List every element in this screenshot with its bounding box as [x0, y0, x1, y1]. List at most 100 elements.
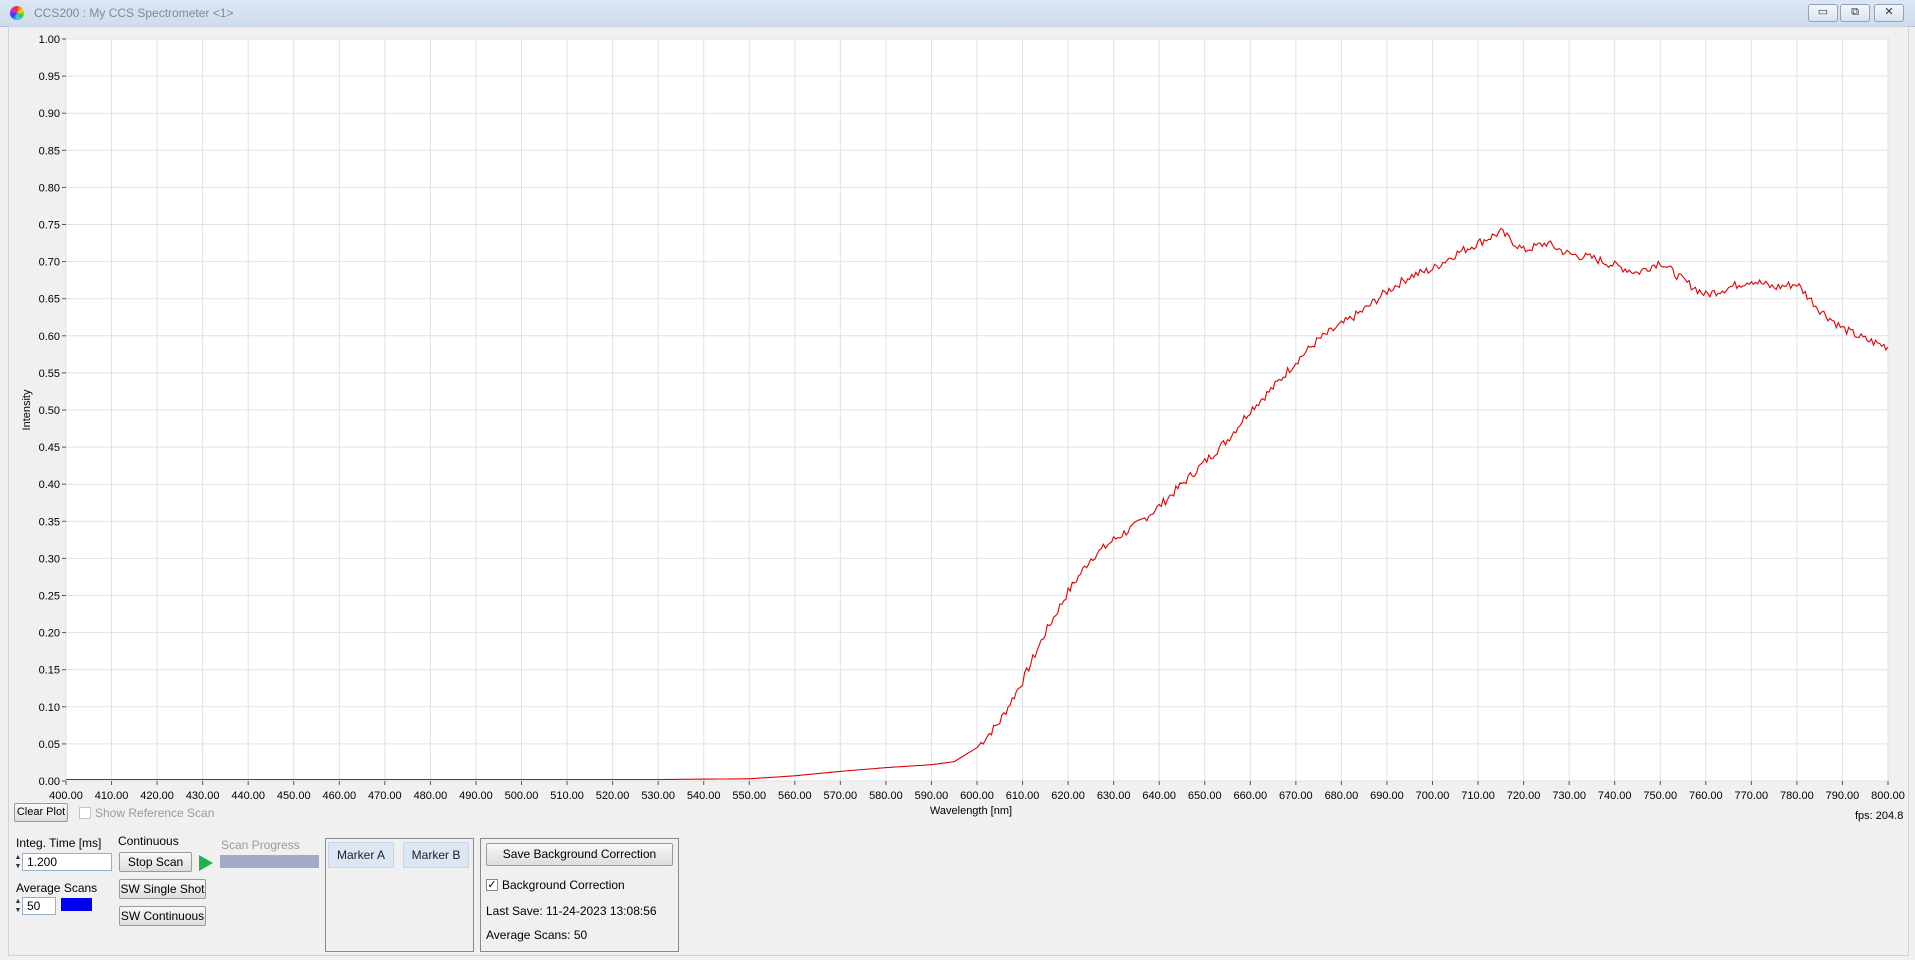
marker-a-button[interactable]: Marker A [328, 842, 394, 868]
y-tick-label: 0.45 [39, 442, 60, 454]
title-bar: CCS200 : My CCS Spectrometer <1> ▭ ⧉ ✕ [0, 0, 1915, 27]
x-tick-label: 510.00 [550, 790, 584, 802]
x-tick-label: 750.00 [1643, 790, 1677, 802]
y-axis-label: Intensity [21, 389, 33, 430]
app-color-wheel-icon [10, 6, 24, 20]
x-tick-label: 690.00 [1370, 790, 1404, 802]
y-tick-label: 0.30 [39, 553, 60, 565]
sw-single-shot-button[interactable]: SW Single Shot [119, 879, 206, 899]
x-tick-label: 650.00 [1188, 790, 1222, 802]
x-tick-label: 770.00 [1735, 790, 1769, 802]
x-tick-label: 660.00 [1233, 790, 1267, 802]
y-tick-label: 0.80 [39, 182, 60, 194]
x-tick-label: 570.00 [824, 790, 858, 802]
window-title: CCS200 : My CCS Spectrometer <1> [34, 6, 234, 20]
x-tick-label: 710.00 [1461, 790, 1495, 802]
x-tick-label: 450.00 [277, 790, 311, 802]
y-tick-label: 0.40 [39, 479, 60, 491]
save-background-correction-button[interactable]: Save Background Correction [486, 843, 673, 866]
y-tick-label: 0.70 [39, 257, 60, 269]
x-tick-label: 540.00 [687, 790, 721, 802]
x-axis-ticks: 400.00 410.00 420.00 430.00 440.00 450.00 460.… [49, 781, 1905, 802]
x-tick-label: 400.00 [49, 790, 83, 802]
x-tick-label: 530.00 [641, 790, 675, 802]
y-tick-label: 1.00 [39, 34, 60, 46]
y-tick-label: 0.55 [39, 368, 60, 380]
x-tick-label: 700.00 [1416, 790, 1450, 802]
x-tick-label: 640.00 [1142, 790, 1176, 802]
x-tick-label: 440.00 [231, 790, 265, 802]
background-correction-panel [480, 838, 679, 952]
y-axis-ticks: 0.00 0.05 0.10 0.15 0.20 0.25 0.30 0.35 0.40 0.45… [39, 34, 66, 788]
x-tick-label: 760.00 [1689, 790, 1723, 802]
x-tick-label: 410.00 [95, 790, 129, 802]
x-tick-label: 500.00 [505, 790, 539, 802]
fps-readout: fps: 204.8 [1855, 810, 1904, 822]
x-tick-label: 560.00 [778, 790, 812, 802]
background-correction-checkbox[interactable]: ✓ [486, 879, 498, 891]
x-tick-label: 730.00 [1552, 790, 1586, 802]
y-tick-label: 0.05 [39, 739, 60, 751]
chart-grid [65, 38, 1889, 782]
continuous-label: Continuous [118, 834, 179, 848]
y-tick-label: 0.65 [39, 294, 60, 306]
x-tick-label: 780.00 [1780, 790, 1814, 802]
x-tick-label: 610.00 [1006, 790, 1040, 802]
integ-time-field[interactable]: 1.200 [22, 853, 112, 871]
x-tick-label: 600.00 [960, 790, 994, 802]
play-icon[interactable] [199, 855, 213, 871]
clear-plot-button[interactable]: Clear Plot [14, 803, 68, 822]
x-tick-label: 680.00 [1325, 790, 1359, 802]
background-correction-label: Background Correction [502, 878, 625, 892]
x-tick-label: 590.00 [915, 790, 949, 802]
x-tick-label: 480.00 [414, 790, 448, 802]
integ-time-label: Integ. Time [ms] [16, 836, 102, 850]
y-tick-label: 0.10 [39, 702, 60, 714]
x-tick-label: 630.00 [1097, 790, 1131, 802]
y-tick-label: 0.60 [39, 331, 60, 343]
marker-b-button[interactable]: Marker B [403, 842, 469, 868]
average-scans-label: Average Scans [16, 881, 98, 895]
scan-progress-label: Scan Progress [221, 838, 300, 852]
minimize-button[interactable]: ▭ [1808, 4, 1838, 22]
y-tick-label: 0.75 [39, 220, 60, 232]
x-tick-label: 740.00 [1598, 790, 1632, 802]
y-tick-label: 0.90 [39, 108, 60, 120]
y-tick-label: 0.20 [39, 628, 60, 640]
last-save-text: Last Save: 11-24-2023 13:08:56 [486, 904, 657, 918]
x-tick-label: 620.00 [1051, 790, 1085, 802]
spectrum-chart[interactable]: 0.00 0.05 0.10 0.15 0.20 0.25 0.30 0.35 0.40 0.45… [8, 26, 1907, 826]
stop-scan-button[interactable]: Stop Scan [119, 852, 192, 872]
x-tick-label: 520.00 [596, 790, 630, 802]
y-tick-label: 0.25 [39, 591, 60, 603]
close-button[interactable]: ✕ [1874, 4, 1904, 22]
average-scans-field[interactable]: 50 [22, 897, 56, 915]
y-tick-label: 0.50 [39, 405, 60, 417]
x-tick-label: 670.00 [1279, 790, 1313, 802]
x-tick-label: 550.00 [732, 790, 766, 802]
y-tick-label: 0.15 [39, 665, 60, 677]
y-tick-label: 0.00 [39, 776, 60, 788]
y-tick-label: 0.95 [39, 71, 60, 83]
spectrum-series-line [66, 227, 1889, 781]
x-tick-label: 580.00 [869, 790, 903, 802]
x-tick-label: 470.00 [368, 790, 402, 802]
x-tick-label: 720.00 [1507, 790, 1541, 802]
x-tick-label: 800.00 [1871, 790, 1905, 802]
integ-time-spinner[interactable]: ▲ ▼ [14, 854, 22, 870]
x-tick-label: 790.00 [1826, 790, 1860, 802]
y-tick-label: 0.85 [39, 145, 60, 157]
y-tick-label: 0.35 [39, 516, 60, 528]
sw-continuous-button[interactable]: SW Continuous [119, 906, 206, 926]
show-reference-scan-checkbox[interactable] [79, 807, 91, 819]
plot-color-swatch[interactable] [61, 898, 92, 911]
average-scans-spinner[interactable]: ▲ ▼ [14, 898, 22, 914]
restore-button[interactable]: ⧉ [1840, 4, 1870, 22]
x-axis-label: Wavelength [nm] [930, 805, 1012, 817]
x-tick-label: 490.00 [459, 790, 493, 802]
show-reference-scan-label: Show Reference Scan [95, 806, 215, 820]
x-tick-label: 420.00 [140, 790, 174, 802]
scan-progress-bar [220, 855, 319, 868]
background-average-scans-text: Average Scans: 50 [486, 928, 588, 942]
x-tick-label: 430.00 [186, 790, 220, 802]
